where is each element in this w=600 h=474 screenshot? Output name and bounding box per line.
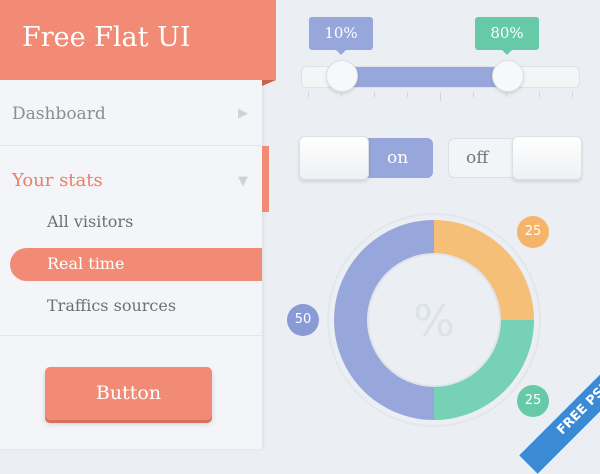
- app-title: Free Flat UI: [0, 0, 276, 80]
- slider-low-tooltip: 10%: [309, 17, 373, 55]
- slider-low-handle[interactable]: [326, 60, 358, 92]
- toggle-off-label: off: [466, 148, 489, 168]
- donut-outer-ring: [327, 213, 541, 427]
- dashboard-label: Dashboard: [12, 104, 106, 124]
- sidebar-section-your-stats[interactable]: Your stats ▼: [0, 146, 262, 212]
- slider-tick: [539, 92, 540, 97]
- sidebar-item-dashboard[interactable]: Dashboard ▶: [0, 80, 262, 146]
- sidebar-item-real-time[interactable]: Real time: [47, 254, 125, 273]
- primary-button[interactable]: Button: [45, 367, 212, 420]
- badge-green: 25: [517, 385, 549, 417]
- sidebar-item-all-visitors[interactable]: All visitors: [47, 212, 134, 231]
- sidebar: Free Flat UI Dashboard ▶ Your stats ▼ All …: [0, 0, 276, 449]
- slider-high-handle[interactable]: [492, 60, 524, 92]
- donut-center-label: %: [413, 296, 455, 347]
- slider-tick: [473, 92, 474, 97]
- slider-tick: [440, 92, 441, 101]
- badge-blue: 50: [287, 304, 319, 336]
- slider-tick: [374, 92, 375, 97]
- range-slider-fill: [341, 67, 508, 87]
- donut-slice: [434, 220, 534, 320]
- donut-slice: [434, 320, 534, 420]
- section-label: Your stats: [12, 170, 103, 191]
- slider-tick: [407, 92, 408, 97]
- toggle-on-knob[interactable]: [299, 136, 369, 180]
- slider-tick: [308, 92, 309, 97]
- divider: [0, 335, 262, 336]
- slider-tick: [506, 92, 507, 97]
- toggle-on-label: on: [387, 148, 409, 168]
- donut-slice: [334, 220, 434, 420]
- slider-tick: [341, 92, 342, 97]
- donut-chart: %: [327, 213, 541, 427]
- badge-orange: 25: [517, 216, 549, 248]
- chevron-right-icon: ▶: [238, 106, 248, 121]
- slider-high-tooltip: 80%: [475, 17, 539, 55]
- chevron-down-icon: ▼: [238, 174, 248, 189]
- slider-tick: [572, 92, 573, 97]
- toggle-off-knob[interactable]: [512, 136, 582, 180]
- active-section-indicator: [262, 146, 269, 212]
- sidebar-item-traffic-sources[interactable]: Traffics sources: [47, 296, 177, 315]
- active-item-highlight: [10, 248, 262, 281]
- donut-hole: [367, 253, 501, 387]
- header-fold: [262, 80, 276, 86]
